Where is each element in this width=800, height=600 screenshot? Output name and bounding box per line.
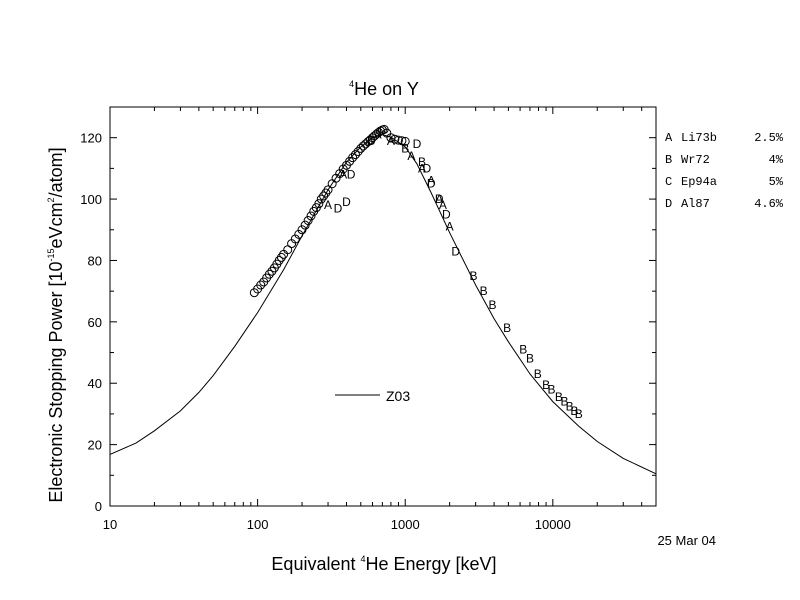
data-point-c [276, 252, 286, 262]
data-point-b: B [542, 378, 550, 392]
data-point-a: A [435, 192, 443, 206]
data-point-a: A [418, 161, 426, 175]
data-point-d: D [435, 192, 444, 206]
legend-marker: A [665, 131, 673, 145]
data-point-a: A [374, 128, 382, 142]
data-point-d: D [442, 207, 451, 221]
y-tick-label: 20 [88, 438, 102, 453]
data-point-b: B [526, 352, 534, 366]
data-point-c [306, 211, 316, 221]
axis-ticks [109, 106, 657, 507]
legend-source: Ep94a [681, 175, 717, 189]
legend-marker: C [665, 175, 672, 189]
data-point-c [353, 147, 363, 157]
data-point-d: D [367, 134, 376, 148]
data-point-b: B [575, 407, 583, 421]
y-axis-label: Electronic Stopping Power [10-15eVcm2/at… [46, 147, 66, 502]
z03-curve [109, 134, 657, 475]
data-point-d: D [342, 195, 351, 209]
legend-source: Al87 [681, 197, 710, 211]
x-tick-label: 10 [103, 517, 117, 532]
legend-marker: B [665, 153, 672, 167]
data-point-c [256, 280, 266, 290]
data-point-c [393, 135, 403, 145]
data-point-d: D [427, 177, 436, 191]
axis-tick-labels: 10 100 1000 10000 0 20 40 60 80 100 120 [80, 131, 571, 532]
data-point-c [274, 255, 284, 265]
data-point-c [290, 234, 300, 244]
curve-legend-label: Z03 [386, 388, 410, 404]
legend-error: 4% [769, 153, 784, 167]
x-tick-label: 10000 [535, 517, 571, 532]
legend-source: Li73b [681, 131, 717, 145]
dataset-legend: A Li73b 2.5% B Wr72 4% C Ep94a 5% D Al87 4.6% [665, 131, 784, 211]
data-point-a: A [427, 174, 435, 188]
data-point-c [350, 150, 360, 160]
data-point-c [316, 194, 326, 204]
data-point-c [303, 216, 313, 226]
data-point-b: B [401, 141, 409, 155]
y-tick-label: 100 [80, 192, 102, 207]
legend-source: Wr72 [681, 153, 710, 167]
data-point-c [400, 136, 410, 146]
y-tick-label: 0 [95, 499, 102, 514]
chart-title: 4He on Y [349, 79, 419, 99]
x-tick-label: 1000 [391, 517, 420, 532]
data-point-d: D [451, 244, 460, 258]
data-point-c [297, 225, 307, 235]
data-point-c [300, 220, 310, 230]
data-point-b: B [469, 269, 477, 283]
y-tick-label: 80 [88, 253, 102, 268]
data-point-c [264, 269, 274, 279]
data-point-a: A [446, 220, 454, 234]
data-point-c [319, 191, 329, 201]
x-tick-label: 100 [247, 517, 269, 532]
data-point-c [323, 185, 333, 195]
y-tick-label: 120 [80, 131, 102, 146]
data-point-c [390, 134, 400, 144]
data-point-c [314, 199, 324, 209]
y-tick-label: 60 [88, 315, 102, 330]
data-point-c [294, 229, 304, 239]
legend-error: 5% [769, 175, 784, 189]
data-point-b: B [566, 399, 574, 413]
data-point-b: B [480, 284, 488, 298]
legend-error: 2.5% [754, 131, 784, 145]
curve-legend: Z03 [335, 388, 410, 404]
legend-marker: D [665, 197, 672, 211]
data-point-c [335, 169, 345, 179]
data-point-b: B [519, 342, 527, 356]
data-point-a: A [324, 198, 332, 212]
plot-frame [109, 106, 657, 507]
data-point-d: D [347, 168, 356, 182]
data-point-c [397, 136, 407, 146]
date-stamp: 25 Mar 04 [657, 533, 716, 548]
data-point-d: D [413, 137, 422, 151]
data-point-a: A [407, 149, 415, 163]
data-point-b: B [534, 367, 542, 381]
data-point-b: B [488, 298, 496, 312]
legend-error: 4.6% [754, 197, 784, 211]
data-point-b: B [503, 321, 511, 335]
x-axis-label: Equivalent 4He Energy [keV] [271, 554, 496, 574]
data-point-b: B [561, 395, 569, 409]
y-tick-label: 40 [88, 376, 102, 391]
data-point-c [348, 153, 358, 163]
data-point-c [321, 188, 331, 198]
data-point-c [356, 143, 366, 153]
data-point-b: B [418, 155, 426, 169]
data-point-d: D [334, 201, 343, 215]
data-point-b: B [548, 382, 556, 396]
data-point-b: B [555, 390, 563, 404]
data-point-d: D [422, 161, 431, 175]
data-point-a: A [439, 198, 447, 212]
data-point-b: B [570, 404, 578, 418]
